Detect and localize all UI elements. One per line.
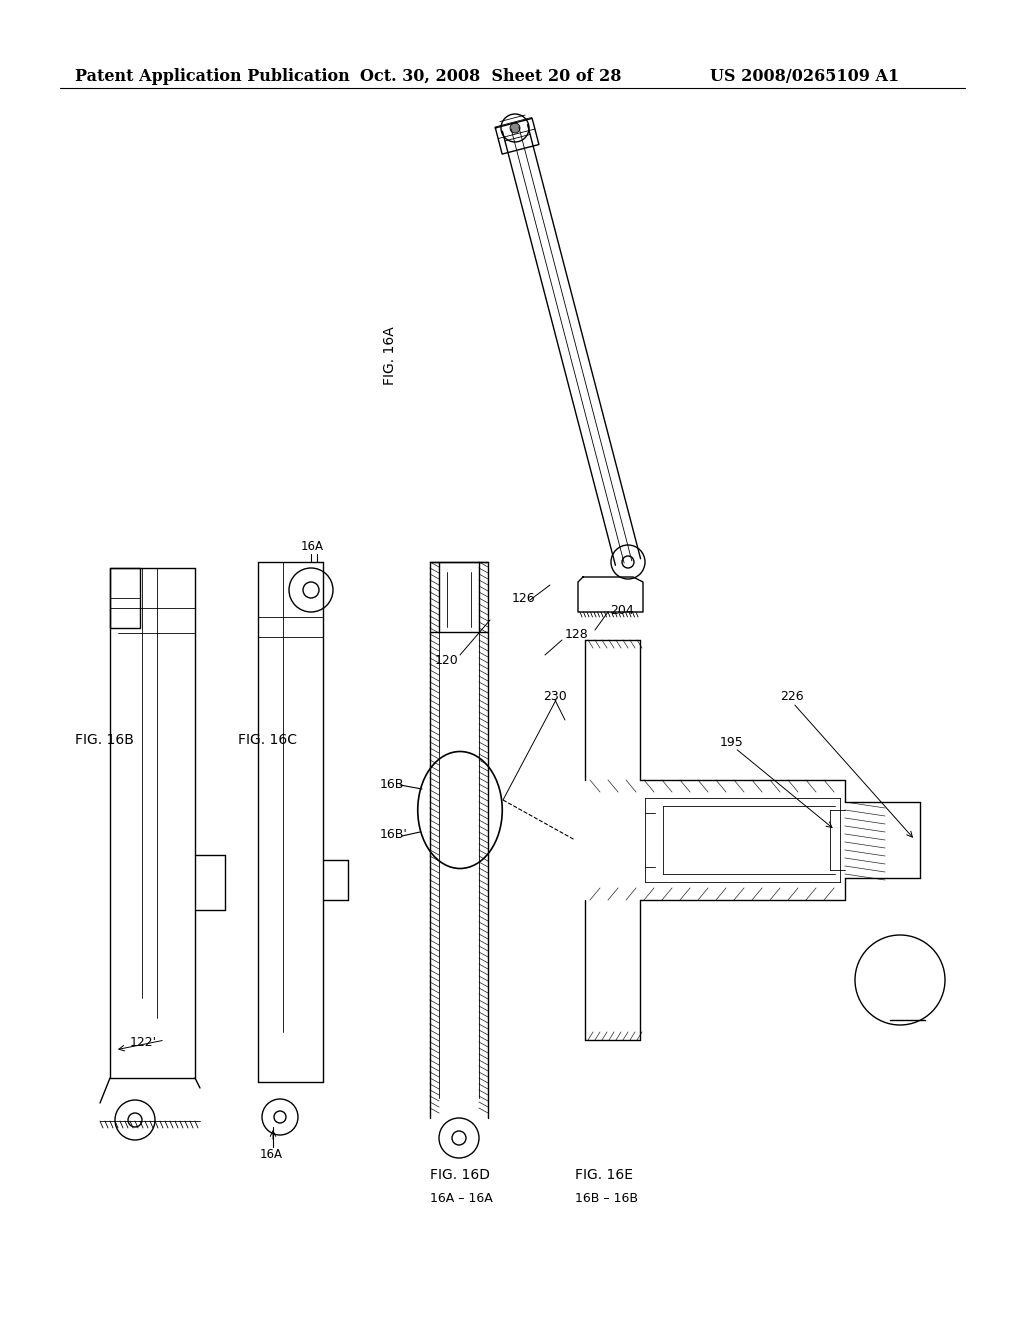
Text: 226: 226 xyxy=(780,690,804,704)
Text: 195: 195 xyxy=(720,735,743,748)
Text: 16B: 16B xyxy=(380,779,404,792)
Text: FIG. 16B: FIG. 16B xyxy=(75,733,134,747)
Text: FIG. 16A: FIG. 16A xyxy=(383,326,397,385)
Text: 204: 204 xyxy=(610,603,634,616)
Text: 16A – 16A: 16A – 16A xyxy=(430,1192,493,1204)
Text: 16B': 16B' xyxy=(380,829,408,842)
Text: 16B – 16B: 16B – 16B xyxy=(575,1192,638,1204)
Text: FIG. 16C: FIG. 16C xyxy=(238,733,297,747)
Bar xyxy=(110,568,140,628)
Circle shape xyxy=(510,123,520,133)
Text: 128: 128 xyxy=(565,628,589,642)
Text: Oct. 30, 2008  Sheet 20 of 28: Oct. 30, 2008 Sheet 20 of 28 xyxy=(360,69,622,84)
Text: 126: 126 xyxy=(512,591,536,605)
Text: 16A: 16A xyxy=(260,1147,283,1160)
Text: 120: 120 xyxy=(435,653,459,667)
Text: 230: 230 xyxy=(543,690,566,704)
Text: 122': 122' xyxy=(130,1035,157,1048)
Text: Patent Application Publication: Patent Application Publication xyxy=(75,69,350,84)
Text: US 2008/0265109 A1: US 2008/0265109 A1 xyxy=(710,69,899,84)
Text: FIG. 16D: FIG. 16D xyxy=(430,1168,490,1181)
Text: FIG. 16E: FIG. 16E xyxy=(575,1168,633,1181)
Text: 16A: 16A xyxy=(301,540,324,553)
